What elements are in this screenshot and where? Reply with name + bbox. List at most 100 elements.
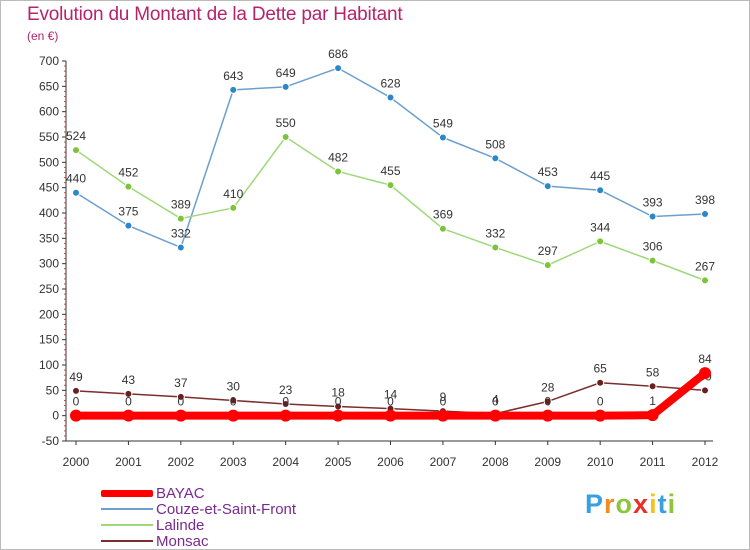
- data-point: [543, 261, 552, 270]
- logo-letter: r: [604, 489, 616, 519]
- data-point: [279, 409, 292, 422]
- data-label: 0: [492, 395, 499, 409]
- chart-legend: BAYAC Couze-et-Saint-Front Lalinde Monsa…: [101, 485, 296, 549]
- y-tick-label: 150: [39, 333, 59, 347]
- x-tick-label: 2005: [325, 455, 352, 469]
- x-tick-label: 2011: [640, 455, 666, 469]
- data-point: [596, 186, 605, 195]
- logo-letter: i: [649, 489, 658, 519]
- data-label: 58: [646, 365, 660, 379]
- data-point: [122, 409, 135, 422]
- data-point: [124, 221, 133, 230]
- data-point: [491, 154, 500, 163]
- data-label: 0: [230, 395, 237, 409]
- data-point: [438, 224, 447, 233]
- data-point: [176, 243, 185, 252]
- legend-swatch-couze: [101, 508, 153, 510]
- y-tick-label: 50: [46, 383, 60, 397]
- data-label: 524: [66, 129, 86, 143]
- data-label: 0: [335, 395, 342, 409]
- data-label: 455: [380, 164, 400, 178]
- y-tick-label: 200: [39, 307, 59, 321]
- data-label: 686: [328, 47, 348, 61]
- data-point: [227, 409, 240, 422]
- data-point: [436, 409, 449, 422]
- data-point: [281, 400, 290, 409]
- x-tick-label: 2001: [115, 455, 142, 469]
- data-point: [281, 82, 290, 91]
- data-label: 37: [174, 376, 188, 390]
- legend-item-lalinde: Lalinde: [101, 517, 296, 533]
- legend-swatch-bayac: [101, 489, 153, 497]
- data-point: [543, 182, 552, 191]
- legend-item-monsac: Monsac: [101, 533, 296, 549]
- data-label: 0: [282, 395, 289, 409]
- data-label: 0: [125, 395, 132, 409]
- data-label: 398: [695, 193, 715, 207]
- data-point: [438, 133, 447, 142]
- data-point: [332, 409, 345, 422]
- data-point: [281, 133, 290, 141]
- legend-label: Monsac: [156, 532, 209, 550]
- data-label: 0: [440, 395, 447, 409]
- data-point: [70, 409, 82, 422]
- data-label: 344: [590, 220, 610, 234]
- data-point: [543, 397, 552, 406]
- x-tick-label: 2004: [272, 455, 299, 469]
- data-label: 30: [227, 379, 241, 393]
- data-label: 49: [69, 370, 83, 384]
- logo-letter: i: [667, 489, 677, 519]
- logo-letter: P: [585, 489, 605, 519]
- x-tick-label: 2009: [534, 455, 561, 469]
- data-point: [72, 188, 80, 197]
- logo-letter: o: [615, 489, 634, 519]
- data-point: [386, 181, 395, 190]
- data-point: [491, 243, 500, 252]
- data-point: [72, 386, 80, 395]
- legend-label: BAYAC: [156, 484, 205, 502]
- data-label: 297: [538, 244, 558, 258]
- data-point: [124, 389, 133, 398]
- y-tick-label: 500: [39, 155, 59, 169]
- data-label: 482: [328, 150, 348, 164]
- data-point: [229, 396, 238, 405]
- data-point: [701, 210, 709, 219]
- x-tick-label: 2006: [377, 455, 404, 469]
- data-point: [701, 386, 709, 395]
- data-label: 14: [384, 388, 398, 402]
- data-point: [124, 182, 133, 191]
- data-label: 649: [276, 66, 296, 80]
- data-label: 306: [643, 240, 663, 254]
- data-label: 440: [66, 172, 86, 186]
- data-label: 508: [485, 137, 505, 151]
- data-point: [646, 409, 659, 422]
- legend-label: Couze-et-Saint-Front: [156, 500, 297, 518]
- y-tick-label: 0: [52, 409, 59, 423]
- legend-item-couze: Couze-et-Saint-Front: [101, 501, 296, 517]
- data-point: [72, 146, 80, 155]
- data-label: 410: [223, 187, 243, 201]
- data-label: 0: [544, 395, 551, 409]
- data-label: 375: [118, 205, 138, 219]
- x-tick-label: 2012: [692, 455, 719, 469]
- chart-title: Evolution du Montant de la Dette par Hab…: [27, 4, 403, 25]
- data-point: [229, 203, 238, 212]
- y-tick-label: 450: [39, 181, 59, 195]
- data-point: [229, 85, 238, 94]
- y-tick-label: 600: [39, 105, 59, 119]
- data-label: 23: [279, 383, 293, 397]
- data-point: [648, 382, 657, 391]
- data-label: 4: [492, 393, 499, 407]
- data-label: 0: [597, 395, 604, 409]
- data-label: 18: [331, 386, 345, 400]
- x-tick-label: 2007: [430, 455, 457, 469]
- data-label: 332: [485, 226, 505, 240]
- data-label: 393: [643, 196, 663, 210]
- data-point: [596, 378, 605, 387]
- chart-unit-label: (en €): [27, 29, 59, 43]
- data-label: 453: [538, 165, 558, 179]
- data-label: 43: [122, 373, 136, 387]
- x-tick-label: 2003: [220, 455, 247, 469]
